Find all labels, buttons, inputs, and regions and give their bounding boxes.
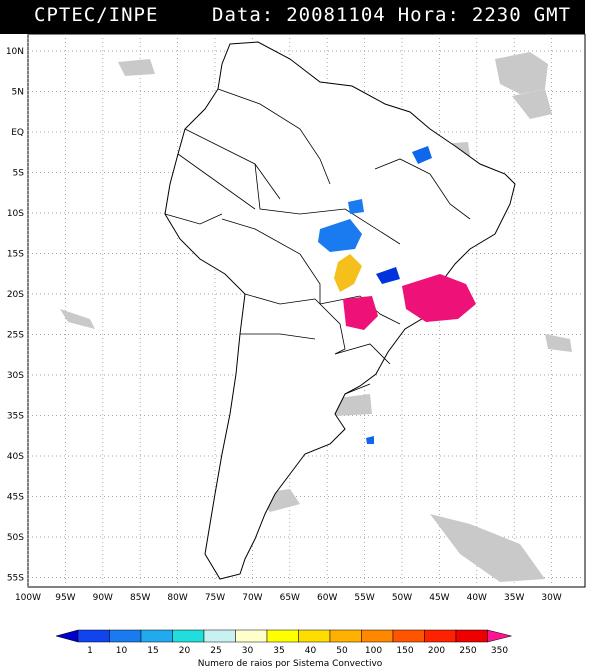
lon-label: 60W	[317, 593, 337, 603]
legend-level: 15	[147, 646, 158, 656]
lat-label: 55S	[7, 574, 24, 584]
lat-label: 5S	[13, 169, 25, 179]
lon-label: 65W	[280, 593, 300, 603]
lon-label: 70W	[242, 593, 262, 603]
continent-outline	[164, 41, 516, 580]
lat-label: 20S	[7, 290, 24, 300]
legend-title: Numero de raios por Sistema Convectivo	[198, 659, 383, 669]
legend-level: 25	[210, 646, 221, 656]
legend-level: 35	[273, 646, 284, 656]
color-legend: 1 10 15 20 25 30 35 40 50 100 150 200 250 350 Numero …	[55, 629, 512, 669]
lon-label: 35W	[504, 593, 524, 603]
lon-label: 55W	[354, 593, 374, 603]
country-borders	[164, 88, 471, 395]
legend-swatch	[55, 629, 79, 643]
legend-swatch	[140, 629, 173, 643]
lat-label: 25S	[7, 331, 24, 341]
system-yellow	[334, 254, 362, 292]
legend-level: 1	[87, 646, 93, 656]
legend-swatch	[203, 629, 236, 643]
legend-swatch	[77, 629, 110, 643]
lat-label: 35S	[7, 412, 24, 422]
lat-label: 40S	[7, 452, 24, 462]
lon-label: 50W	[392, 593, 412, 603]
legend-swatch	[298, 629, 331, 643]
lat-label: 10S	[7, 209, 24, 219]
lon-label: 75W	[205, 593, 225, 603]
lat-label: 15S	[7, 250, 24, 260]
timestamp-label: Data: 20081104 Hora: 2230 GMT	[212, 4, 583, 26]
latitude-labels: 10N 5N EQ 5S 10S 15S 20S 25S 30S 35S 40S 45S 50S 55S	[6, 47, 24, 584]
legend-level: 40	[305, 646, 317, 656]
legend-level: 50	[336, 646, 348, 656]
legend-level: 250	[459, 646, 476, 656]
system-magenta-east	[402, 274, 476, 322]
hour-label: Hora:	[397, 4, 460, 26]
legend-swatch	[455, 629, 488, 643]
legend-level: 350	[491, 646, 508, 656]
date-value: 20081104	[286, 4, 386, 26]
legend-level: 20	[179, 646, 191, 656]
legend-level: 30	[242, 646, 254, 656]
map-title-bar: CPTEC/INPE Data: 20081104 Hora: 2230 GMT	[0, 0, 585, 34]
system-dark-blue	[376, 267, 400, 284]
system-north	[412, 146, 432, 164]
system-central-small	[348, 199, 364, 214]
hour-value: 2230	[471, 4, 522, 26]
legend-level: 10	[116, 646, 128, 656]
lat-label: EQ	[11, 128, 24, 138]
lat-label: 50S	[7, 533, 24, 543]
system-central	[318, 219, 362, 252]
legend-swatch	[266, 629, 299, 643]
lon-label: 85W	[130, 593, 150, 603]
lat-label: 5N	[12, 88, 24, 98]
legend-swatch	[235, 629, 268, 643]
lat-label: 10N	[6, 47, 24, 57]
lat-label: 45S	[7, 493, 24, 503]
legend-swatch	[424, 629, 457, 643]
lon-label: 100W	[15, 593, 41, 603]
legend-swatch	[487, 629, 512, 643]
legend-swatch	[172, 629, 205, 643]
legend-swatch	[329, 629, 362, 643]
system-magenta-west	[343, 296, 378, 330]
lon-label: 95W	[55, 593, 75, 603]
south-america-map: 10N5NEQ5S10S15S20S25S30S35S40S45S50S55S …	[6, 34, 586, 603]
agency-label: CPTEC/INPE	[34, 4, 159, 26]
lon-label: 80W	[167, 593, 187, 603]
lon-label: 40W	[467, 593, 487, 603]
legend-level: 100	[365, 646, 382, 656]
timezone-label: GMT	[533, 4, 572, 26]
lon-label: 30W	[541, 593, 561, 603]
lon-label: 90W	[93, 593, 113, 603]
lon-label: 45W	[429, 593, 449, 603]
legend-swatch	[361, 629, 394, 643]
legend-level: 150	[396, 646, 413, 656]
legend-swatch	[392, 629, 425, 643]
system-south	[366, 436, 374, 444]
legend-level: 200	[428, 646, 445, 656]
lat-label: 30S	[7, 371, 24, 381]
convective-systems	[318, 146, 476, 444]
longitude-labels: 100W 95W 90W 85W 80W 75W 70W 65W 60W 55W 50W 45W 40W…	[15, 593, 562, 603]
date-label: Data:	[212, 4, 275, 26]
legend-swatch	[109, 629, 142, 643]
